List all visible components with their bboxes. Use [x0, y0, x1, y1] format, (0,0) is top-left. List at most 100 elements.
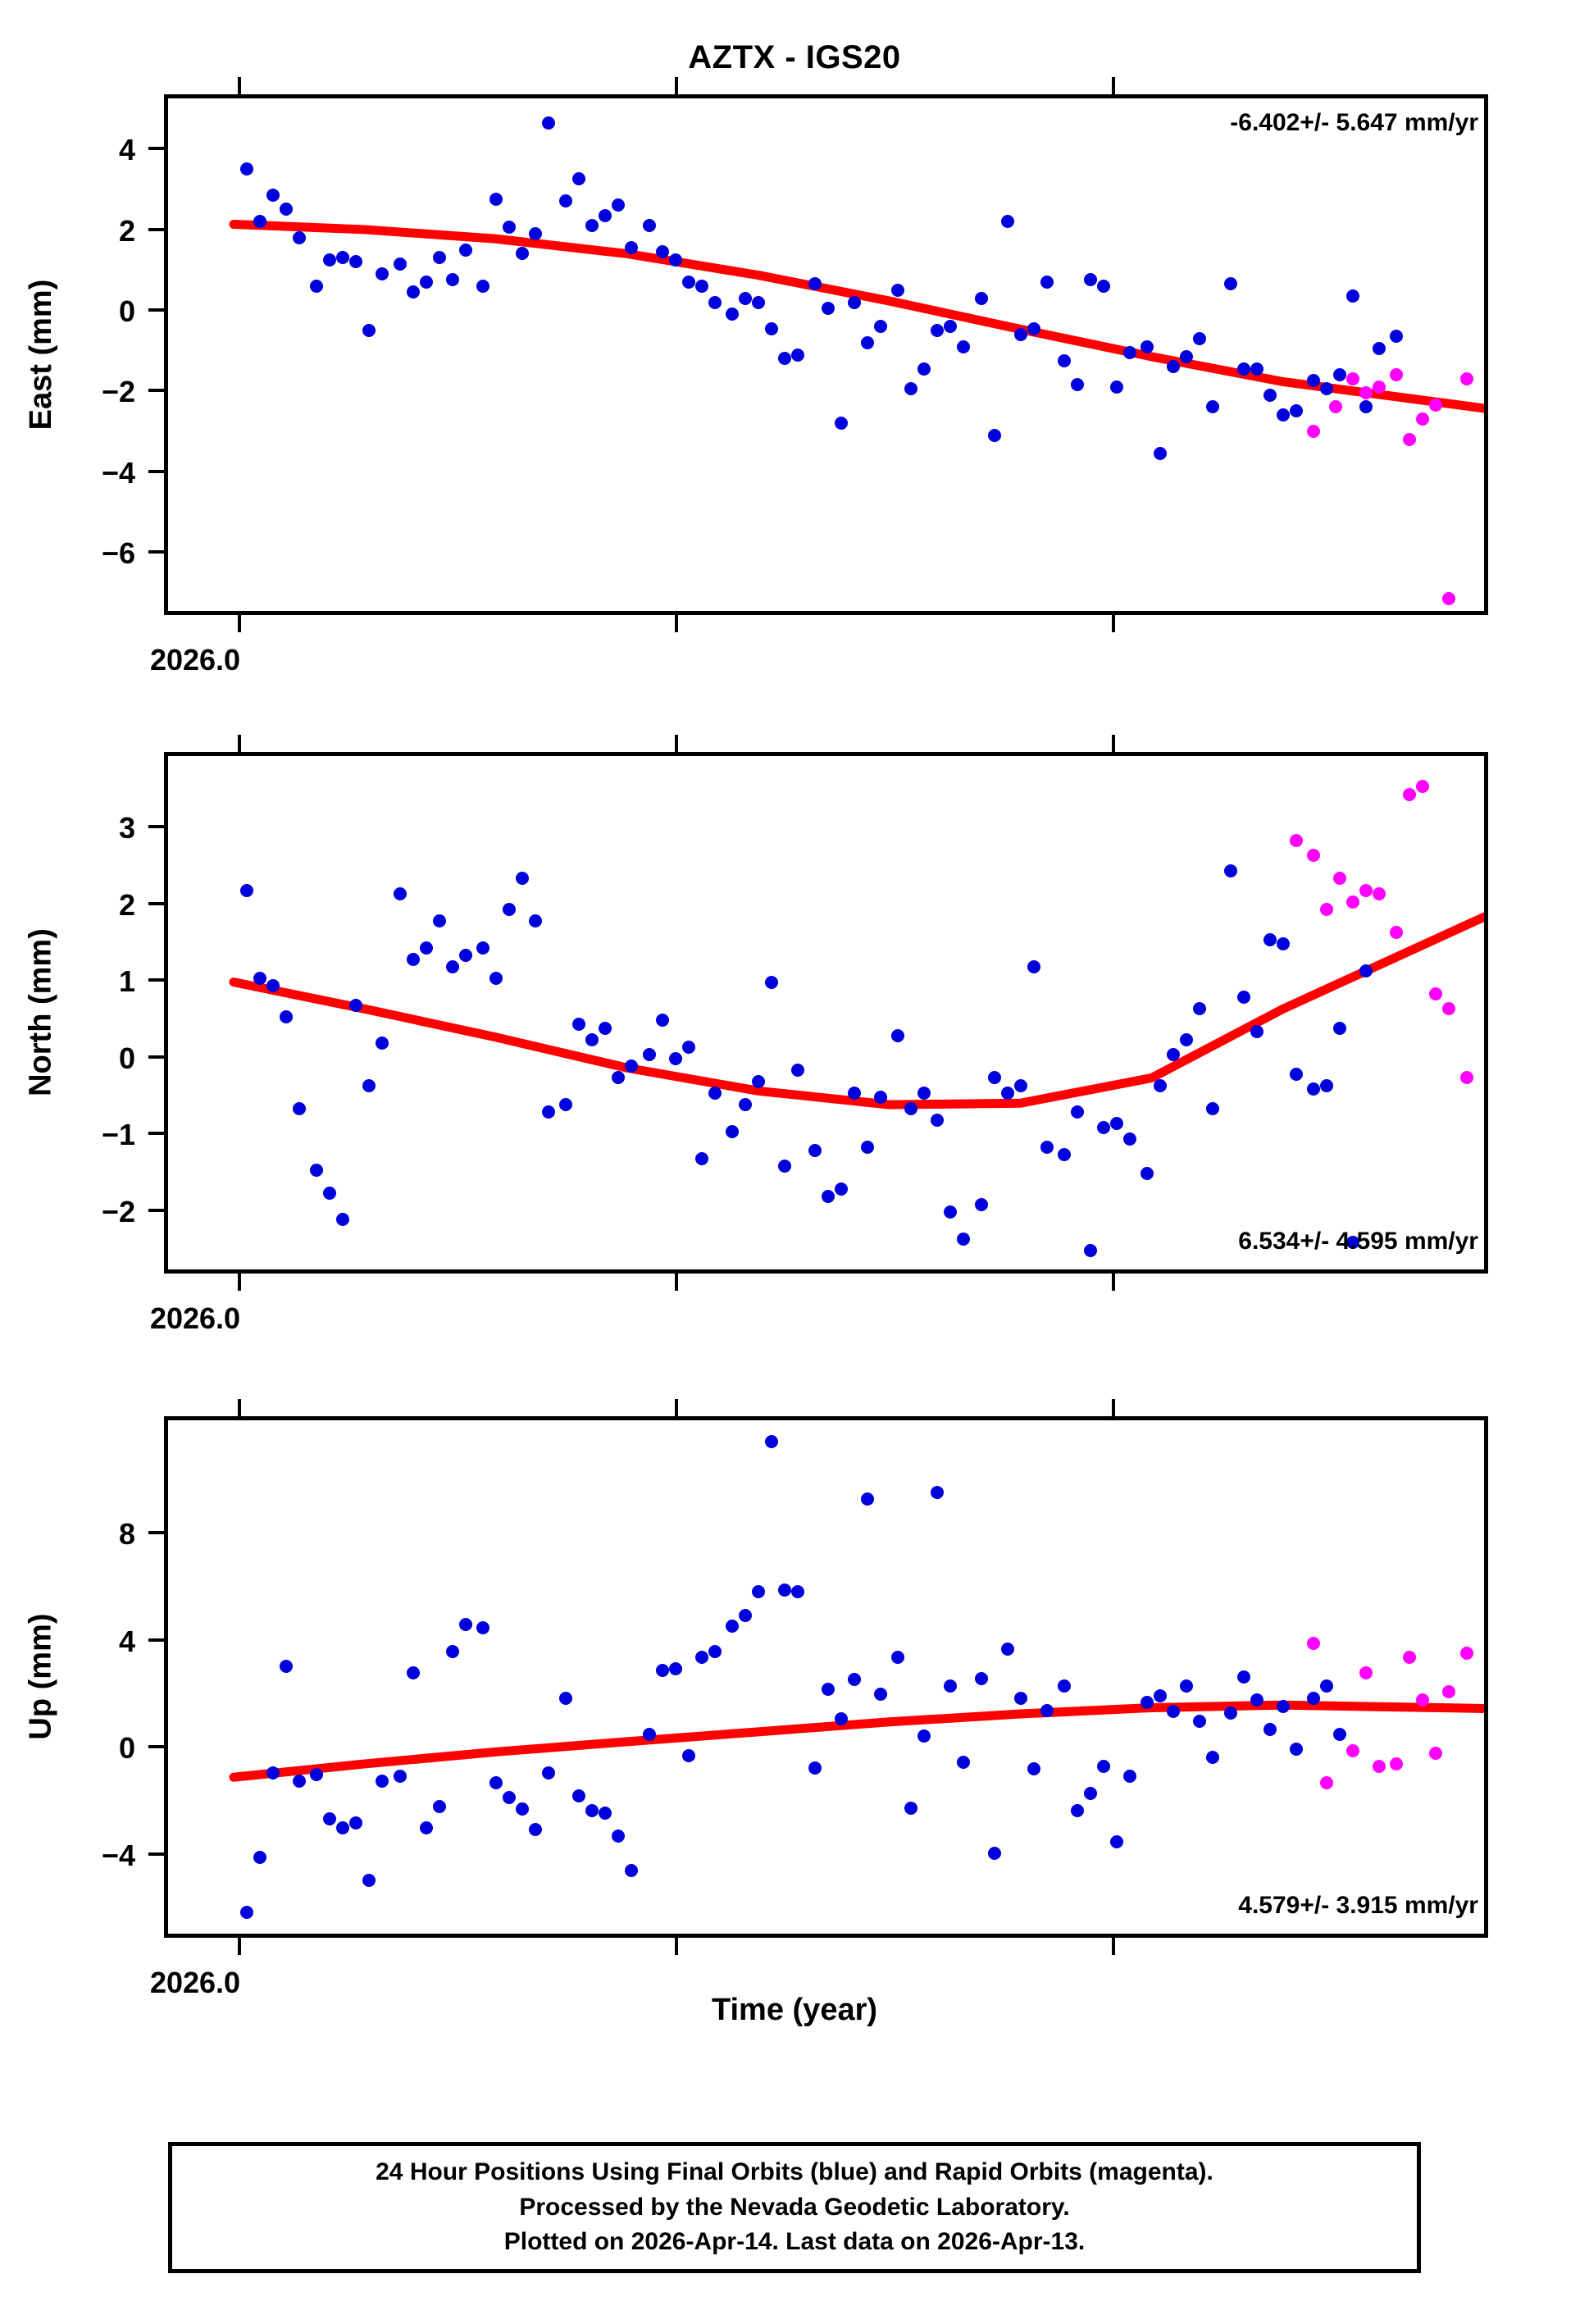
data-point-final — [266, 189, 280, 203]
x-tick-top-1 — [675, 77, 679, 98]
data-point-final — [861, 1140, 875, 1154]
data-point-final — [1193, 1714, 1207, 1728]
data-point-rapid — [1403, 1650, 1417, 1664]
y-tick-label: −4 — [101, 455, 135, 490]
data-point-final — [1071, 1105, 1085, 1119]
data-point-final — [515, 872, 529, 886]
data-point-final — [1289, 1067, 1303, 1081]
data-point-final — [253, 215, 266, 229]
data-point-final — [432, 914, 446, 927]
data-point-final — [848, 295, 862, 309]
x-tick-bottom-0 — [237, 611, 241, 632]
y-tick-up-3: −4 — [102, 1839, 168, 1872]
data-point-final — [1193, 331, 1207, 345]
data-point-final — [668, 253, 682, 267]
y-tick-label: 1 — [118, 964, 135, 999]
data-point-final — [502, 221, 516, 235]
data-point-final — [253, 1851, 266, 1865]
data-point-final — [1193, 1002, 1207, 1016]
data-point-rapid — [1416, 1693, 1430, 1707]
data-point-final — [904, 382, 918, 396]
data-point-final — [572, 1018, 586, 1031]
data-point-final — [944, 1205, 958, 1219]
data-point-rapid — [1416, 412, 1430, 426]
data-point-final — [1373, 342, 1386, 356]
data-point-final — [1071, 378, 1085, 392]
data-point-final — [1084, 273, 1098, 287]
data-point-final — [336, 1213, 350, 1227]
data-point-final — [931, 1113, 945, 1127]
data-point-final — [1276, 1699, 1290, 1713]
data-point-final — [891, 1029, 905, 1043]
data-point-rapid — [1459, 372, 1473, 386]
data-point-final — [336, 1821, 350, 1835]
data-point-final — [266, 1766, 280, 1780]
data-point-final — [376, 1775, 389, 1789]
footer-line-1: 24 Hour Positions Using Final Orbits (bl… — [376, 2158, 1213, 2186]
data-point-final — [625, 1059, 639, 1073]
data-point-final — [279, 1659, 293, 1673]
data-point-final — [1167, 1048, 1181, 1062]
rate-annotation-east: -6.402+/- 5.647 mm/yr — [1230, 109, 1478, 136]
data-point-final — [694, 1151, 708, 1165]
data-point-rapid — [1307, 849, 1321, 863]
data-point-final — [476, 279, 489, 293]
y-tick-up-2: 0 — [119, 1731, 168, 1765]
data-point-final — [599, 1021, 612, 1035]
data-point-final — [974, 291, 988, 305]
data-point-rapid — [1403, 787, 1417, 801]
data-point-rapid — [1346, 895, 1360, 909]
x-tick-bottom-2 — [1112, 1934, 1116, 1955]
data-point-final — [559, 1098, 573, 1112]
y-tick-north-0: 3 — [119, 811, 168, 845]
data-point-final — [612, 198, 626, 212]
data-point-final — [1141, 1695, 1154, 1709]
data-point-final — [891, 283, 905, 297]
x-tick-bottom-0 — [237, 1934, 241, 1955]
data-point-final — [1180, 349, 1194, 363]
data-point-final — [310, 1768, 324, 1781]
data-point-final — [1359, 964, 1373, 977]
data-point-final — [1236, 991, 1250, 1005]
data-point-final — [681, 1041, 695, 1055]
data-point-final — [904, 1801, 918, 1815]
data-point-final — [835, 417, 849, 431]
data-point-final — [419, 1821, 433, 1835]
plot-area-north: 3 2 1 0 −1 −2 — [102, 735, 1488, 1291]
data-point-final — [1040, 275, 1054, 289]
data-point-rapid — [1333, 872, 1347, 886]
data-point-final — [1346, 289, 1360, 303]
data-point-final — [1236, 1670, 1250, 1684]
data-point-final — [323, 253, 337, 267]
page-title: AZTX - IGS20 — [688, 39, 901, 75]
data-point-final — [528, 1822, 542, 1836]
data-point-final — [790, 1584, 804, 1598]
data-point-final — [931, 1486, 945, 1500]
data-point-final — [1289, 404, 1303, 418]
data-point-final — [822, 301, 835, 315]
data-point-final — [323, 1186, 337, 1200]
data-point-final — [668, 1052, 682, 1066]
trend-line-north — [229, 912, 1484, 1110]
data-point-final — [835, 1182, 849, 1196]
data-point-final — [1236, 362, 1250, 376]
x-axis-title: Time (year) — [711, 1993, 878, 2027]
data-point-rapid — [1320, 1775, 1334, 1789]
data-point-final — [1097, 279, 1111, 293]
data-point-final — [764, 321, 778, 335]
data-point-final — [1206, 1750, 1220, 1764]
y-tick-label: 0 — [118, 1731, 135, 1766]
data-point-final — [1307, 1082, 1321, 1096]
footer-line-2: Processed by the Nevada Geodetic Laborat… — [519, 2193, 1070, 2221]
y-axis-title-north: North (mm) — [23, 928, 58, 1096]
data-point-final — [476, 1620, 489, 1634]
x-tick-label-up: 2026.0 — [149, 1966, 241, 1999]
data-point-final — [725, 1620, 739, 1634]
data-point-final — [1346, 1236, 1360, 1250]
data-point-final — [1223, 1707, 1237, 1720]
data-point-final — [861, 335, 875, 349]
x-tick-top-1 — [675, 735, 679, 756]
data-point-final — [349, 255, 363, 269]
y-axis-title-east: East (mm) — [23, 279, 58, 430]
data-point-final — [541, 1105, 555, 1119]
